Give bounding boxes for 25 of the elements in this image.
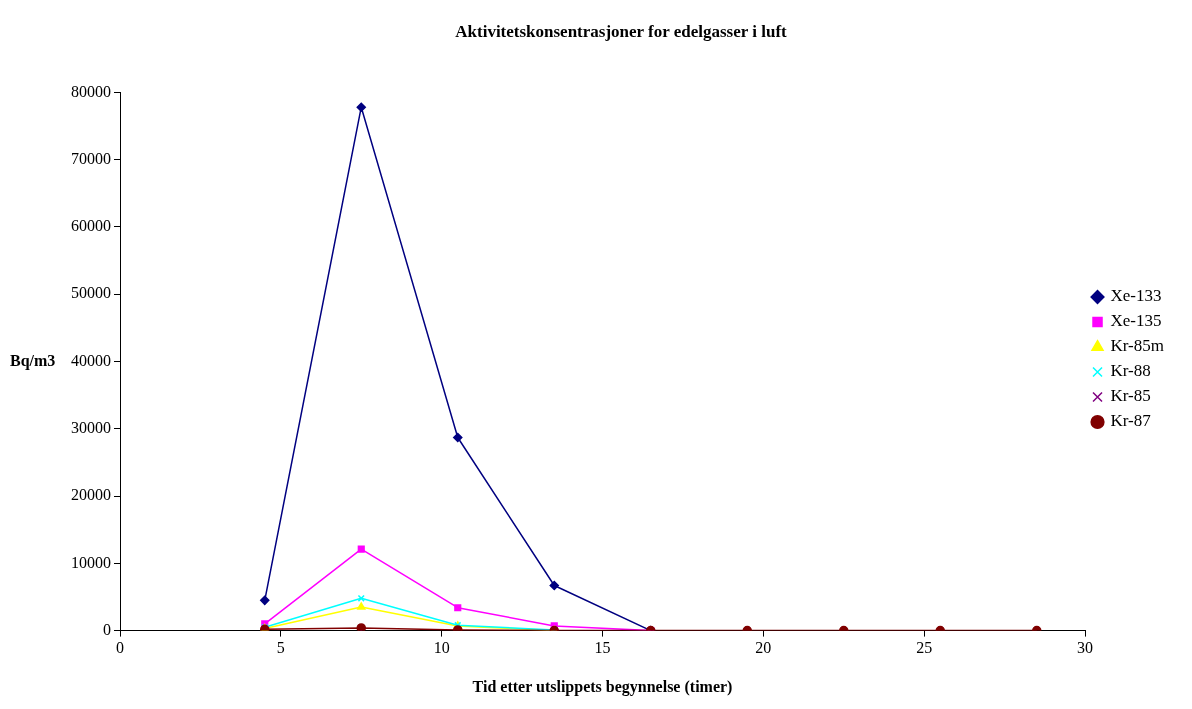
chart-title: Aktivitetskonsentrasjoner for edelgasser i luft: [455, 21, 788, 41]
x-tick-label: 20: [755, 639, 772, 657]
x-tick-label: 25: [916, 639, 933, 657]
y-tick-label: 40000: [71, 351, 111, 369]
x-tick-label: 30: [1077, 639, 1094, 657]
y-tick-label: 10000: [71, 553, 111, 571]
legend-label: Xe-135: [1110, 311, 1162, 331]
x-tick-label: 5: [276, 639, 285, 657]
y-tick-label: 70000: [71, 149, 111, 167]
x-tick-label: 15: [594, 639, 611, 657]
x-tick-label: 0: [116, 639, 124, 657]
x-tick-label: 10: [433, 639, 450, 657]
y-tick-label: 60000: [71, 217, 111, 235]
y-tick-label: 0: [103, 620, 111, 638]
legend-label: Kr-85: [1110, 386, 1151, 406]
y-tick-label: 50000: [71, 284, 111, 302]
legend-label: Kr-87: [1110, 411, 1152, 431]
legend-label: Kr-85m: [1110, 336, 1164, 356]
y-tick-label: 80000: [71, 82, 111, 100]
x-axis-title: Tid etter utslippets begynnelse (timer): [472, 677, 733, 696]
y-tick-label: 30000: [71, 418, 111, 436]
legend-label: Kr-88: [1110, 361, 1151, 381]
y-tick-label: 20000: [71, 486, 111, 504]
legend-label: Xe-133: [1110, 286, 1162, 306]
y-axis-title: Bq/m3: [10, 351, 56, 370]
